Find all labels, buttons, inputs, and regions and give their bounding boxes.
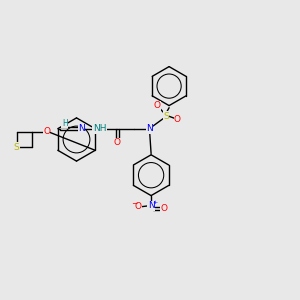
Text: O: O	[43, 128, 50, 136]
Text: S: S	[14, 142, 20, 152]
Text: +: +	[152, 200, 157, 205]
Text: −: −	[131, 199, 137, 208]
Text: H: H	[62, 119, 68, 128]
Text: S: S	[163, 112, 169, 121]
Text: NH: NH	[93, 124, 106, 133]
Text: N: N	[146, 124, 153, 133]
Text: N: N	[148, 201, 154, 210]
Text: O: O	[154, 101, 160, 110]
Text: O: O	[174, 115, 181, 124]
Text: O: O	[114, 138, 121, 147]
Text: O: O	[160, 204, 167, 213]
Text: N: N	[78, 124, 85, 133]
Text: O: O	[135, 202, 142, 211]
